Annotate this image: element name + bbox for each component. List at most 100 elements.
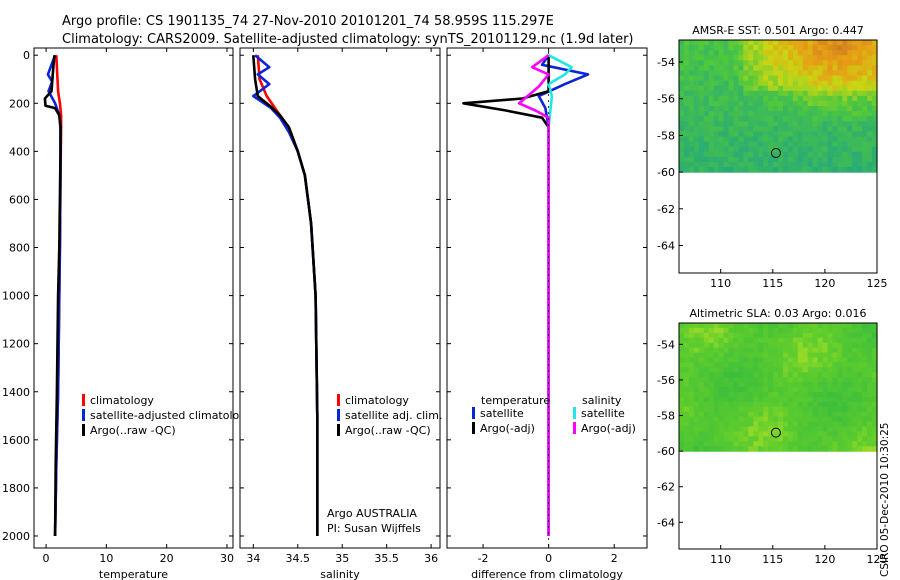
sst-map-cell xyxy=(867,151,873,158)
sst-map-cell xyxy=(728,85,735,92)
sla-map-cell xyxy=(807,323,814,329)
sla-map-cell xyxy=(743,387,749,393)
sla-map-cell xyxy=(847,387,853,393)
sla-map-cell xyxy=(728,441,735,447)
sst-map-cell xyxy=(827,121,834,127)
sla-map-cell xyxy=(802,362,809,368)
sst-map-cell xyxy=(857,70,863,77)
sla-map-cell xyxy=(778,391,784,398)
sst-map-cell xyxy=(802,45,809,51)
sla-map-cell xyxy=(738,347,744,354)
sla-map-cell xyxy=(872,421,878,428)
sla-map-cell xyxy=(708,367,715,373)
sla-map-cell xyxy=(753,436,759,442)
sst-map-cell xyxy=(768,167,774,173)
sla-map-cell xyxy=(748,426,754,433)
sla-map-cell xyxy=(857,416,863,423)
sst-map-cell xyxy=(748,50,754,56)
sst-map-cell xyxy=(817,167,824,173)
sla-map-cell xyxy=(807,352,814,359)
sst-map-cell xyxy=(842,95,848,102)
sst-map-cell xyxy=(862,106,868,112)
sla-map-cell xyxy=(862,372,868,378)
sla-map-cell xyxy=(847,347,853,354)
sla-map-cell xyxy=(867,391,873,398)
sla-map-cell xyxy=(688,327,695,334)
sla-map-cell xyxy=(693,332,700,339)
sst-map-cell xyxy=(817,75,824,82)
sst-map-cell xyxy=(743,65,749,72)
sla-map-cell xyxy=(703,416,710,423)
sla-map-cell xyxy=(872,391,878,398)
sla-map-cell xyxy=(693,327,700,334)
sst-map-ytick-label: -62 xyxy=(657,203,675,216)
sst-map-cell xyxy=(822,80,829,87)
sla-map-cell xyxy=(842,337,848,344)
temperature-series-2 xyxy=(43,55,62,537)
sla-map-cell xyxy=(763,416,769,423)
sst-map-cell xyxy=(872,161,878,168)
sst-map-cell xyxy=(679,126,685,133)
sst-map-cell xyxy=(713,126,720,133)
sla-map-cell xyxy=(683,426,690,433)
sla-map-cell xyxy=(782,377,789,383)
sla-map-cell xyxy=(802,401,809,408)
sst-map-cell xyxy=(693,100,700,107)
temperature-ytick-label: 600 xyxy=(9,193,30,206)
sst-map-cell xyxy=(773,100,779,107)
sst-map-cell xyxy=(812,161,819,168)
sst-map-cell xyxy=(862,141,868,148)
sst-map-cell xyxy=(733,50,739,56)
sst-map-cell xyxy=(723,40,730,46)
sla-map-cell xyxy=(693,396,700,403)
sst-map-cell xyxy=(733,111,739,117)
sst-map-cell xyxy=(782,85,789,92)
sst-map-cell xyxy=(842,70,848,77)
sla-map-cell xyxy=(778,382,784,388)
sla-map-cell xyxy=(827,421,834,428)
sla-map-cell xyxy=(827,401,834,408)
sla-map-cell xyxy=(703,391,710,398)
sla-map-cell xyxy=(713,431,720,437)
sst-map-cell xyxy=(768,131,774,138)
sst-map-cell xyxy=(872,151,878,158)
sst-map-cell xyxy=(748,100,754,107)
sst-map-cell xyxy=(842,136,848,143)
sst-map-cell xyxy=(728,100,735,107)
sst-map-cell xyxy=(733,85,739,92)
sst-map-cell xyxy=(708,65,715,72)
sla-map-cell xyxy=(733,416,739,423)
salinity-xtick-label: 34.5 xyxy=(286,552,311,565)
sla-map-cell xyxy=(782,323,789,329)
sst-map-cell xyxy=(738,50,744,56)
sla-map-cell xyxy=(782,401,789,408)
sst-map-cell xyxy=(758,156,764,163)
sla-map-cell xyxy=(832,362,838,368)
salinity-legend-2: Argo(..raw -QC) xyxy=(345,424,431,437)
sst-map-cell xyxy=(872,50,878,56)
sla-map-cell xyxy=(683,357,690,364)
sla-map-cell xyxy=(733,406,739,413)
sla-map-cell xyxy=(679,387,685,393)
sst-map-cell xyxy=(738,131,744,138)
sst-map-cell xyxy=(822,50,829,56)
sst-map-cell xyxy=(807,146,814,153)
sla-map-cell xyxy=(708,391,715,398)
sla-map-cell xyxy=(688,401,695,408)
sla-map-cell xyxy=(797,367,804,373)
sla-map-cell xyxy=(832,352,838,359)
sst-map-cell xyxy=(743,70,749,77)
sst-map-cell xyxy=(812,146,819,153)
sst-map-cell xyxy=(753,100,759,107)
sst-map-cell xyxy=(802,106,809,112)
sla-map-cell xyxy=(743,396,749,403)
sst-map-cell xyxy=(763,111,769,117)
sst-map-cell xyxy=(842,85,848,92)
sla-map-cell xyxy=(738,411,744,418)
sst-map-cell xyxy=(679,161,685,168)
sst-map-cell xyxy=(797,75,804,82)
sst-map-cell xyxy=(688,100,695,107)
sst-map-cell xyxy=(812,65,819,72)
sla-map-cell xyxy=(778,411,784,418)
sla-map-cell xyxy=(852,332,858,339)
